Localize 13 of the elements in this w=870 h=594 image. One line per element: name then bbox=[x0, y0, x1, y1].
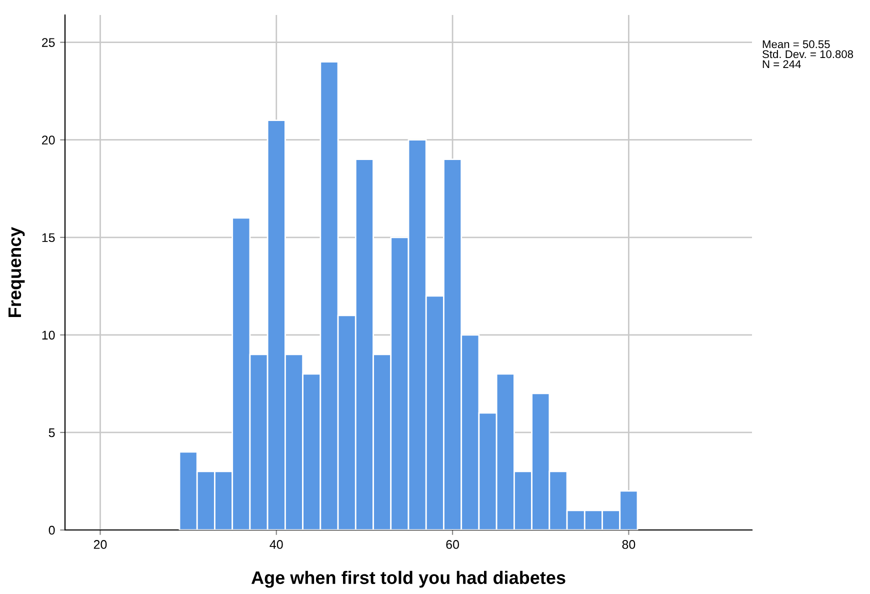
text: Mean = 50.55 Std. Dev. = 10.808 N = 244 bbox=[762, 40, 854, 68]
x-tick-label: 20 bbox=[94, 540, 107, 549]
y-axis-title: Frequency bbox=[8, 226, 25, 317]
y-tick-label: 5 bbox=[48, 428, 55, 438]
y-tick-label: 25 bbox=[42, 38, 55, 47]
y-tick-label: 20 bbox=[42, 136, 55, 144]
x-tick-label: 60 bbox=[446, 540, 459, 549]
x-tick-label: 40 bbox=[270, 540, 283, 549]
y-tick-label: 10 bbox=[42, 330, 55, 340]
y-tick-label: 0 bbox=[48, 526, 55, 535]
y-tick-label: 15 bbox=[42, 233, 55, 242]
x-tick-label: 80 bbox=[622, 540, 636, 549]
x-axis-title: Age when first told you had diabetes bbox=[251, 570, 566, 588]
